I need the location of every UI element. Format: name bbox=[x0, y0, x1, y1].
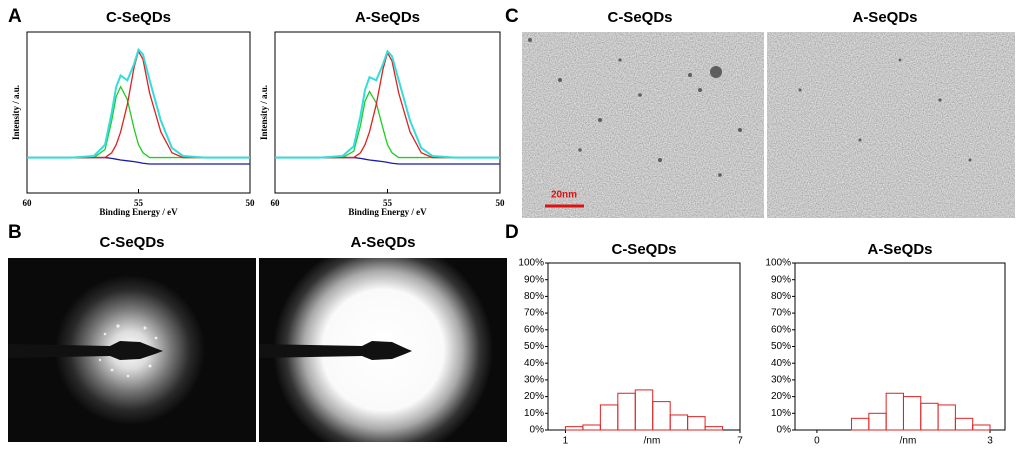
particles bbox=[528, 38, 972, 177]
y-tick-label: 30% bbox=[524, 375, 544, 386]
x-tick-label: 3 bbox=[987, 436, 993, 447]
y-tick-label: 90% bbox=[771, 274, 791, 285]
bar bbox=[687, 416, 706, 431]
y-tick-label: 70% bbox=[524, 308, 544, 319]
y-tick-label: 90% bbox=[524, 274, 544, 285]
curve bbox=[275, 51, 500, 159]
x-tick-label: 1 bbox=[563, 436, 569, 447]
plot-frame bbox=[26, 31, 251, 194]
diffraction-spots bbox=[98, 324, 158, 378]
plot-frame bbox=[274, 31, 501, 194]
x-tick-label: 50 bbox=[246, 198, 256, 208]
y-tick-label: 100% bbox=[518, 258, 544, 269]
y-tick-label: 20% bbox=[524, 391, 544, 402]
y-tick-label: 60% bbox=[524, 324, 544, 335]
x-tick-label: 50 bbox=[496, 198, 506, 208]
beam-stopper bbox=[259, 341, 412, 360]
y-tick-label: 40% bbox=[524, 358, 544, 369]
y-tick-label: 80% bbox=[771, 291, 791, 302]
y-tick-label: 70% bbox=[771, 308, 791, 319]
x-tick-label: 7 bbox=[737, 436, 743, 447]
y-tick-label: 40% bbox=[771, 358, 791, 369]
beam-stopper bbox=[8, 341, 163, 360]
bar bbox=[972, 424, 991, 431]
chart-title: A-SeQDs bbox=[867, 241, 932, 258]
plot-frame bbox=[547, 262, 741, 431]
curve bbox=[27, 49, 250, 159]
curve bbox=[27, 47, 250, 159]
x-tick-label: 60 bbox=[23, 198, 33, 208]
image-title: A-SeQDs bbox=[350, 234, 415, 251]
y-tick-label: 50% bbox=[771, 341, 791, 352]
x-axis-label: Binding Energy / eV bbox=[99, 207, 178, 217]
chart-title: C-SeQDs bbox=[106, 9, 171, 26]
x-tick-label: 0 bbox=[814, 436, 820, 447]
chart-title: C-SeQDs bbox=[611, 241, 676, 258]
y-tick-label: 0% bbox=[777, 425, 792, 436]
y-tick-label: 10% bbox=[524, 408, 544, 419]
scale-bar-label: 20nm bbox=[551, 190, 577, 201]
y-axis-label: Intensity / a.u. bbox=[259, 85, 269, 140]
panel-label: D bbox=[505, 222, 519, 243]
panel-label: B bbox=[8, 222, 22, 243]
y-tick-label: 60% bbox=[771, 324, 791, 335]
x-tick-label: 60 bbox=[271, 198, 281, 208]
image-title: C-SeQDs bbox=[99, 234, 164, 251]
chart-title: A-SeQDs bbox=[355, 9, 420, 26]
panel-label: C bbox=[505, 6, 519, 27]
image-title: C-SeQDs bbox=[607, 9, 672, 26]
bar bbox=[954, 417, 974, 431]
tem-image bbox=[522, 32, 764, 218]
x-axis-label: /nm bbox=[644, 436, 661, 447]
curve bbox=[275, 49, 500, 159]
plot-frame bbox=[794, 262, 1006, 431]
y-tick-label: 80% bbox=[524, 291, 544, 302]
x-tick-label: 55 bbox=[383, 198, 393, 208]
image-title: A-SeQDs bbox=[852, 9, 917, 26]
bar bbox=[704, 426, 724, 431]
tem-image bbox=[767, 32, 1015, 218]
y-tick-label: 20% bbox=[771, 391, 791, 402]
y-tick-label: 0% bbox=[530, 425, 545, 436]
bar bbox=[937, 404, 956, 431]
x-axis-label: /nm bbox=[900, 436, 917, 447]
x-tick-label: 55 bbox=[134, 198, 144, 208]
y-tick-label: 30% bbox=[771, 375, 791, 386]
y-tick-label: 100% bbox=[765, 258, 791, 269]
panel-label: A bbox=[8, 6, 22, 27]
y-axis-label: Intensity / a.u. bbox=[11, 85, 21, 140]
y-tick-label: 10% bbox=[771, 408, 791, 419]
x-axis-label: Binding Energy / eV bbox=[348, 207, 427, 217]
y-tick-label: 50% bbox=[524, 341, 544, 352]
